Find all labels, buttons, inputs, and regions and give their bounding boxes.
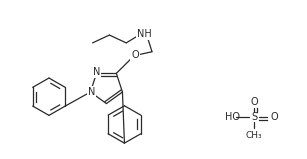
Text: O: O (131, 50, 139, 60)
Text: HO: HO (225, 112, 240, 122)
Text: N: N (88, 87, 95, 97)
Text: CH₃: CH₃ (246, 131, 262, 139)
Text: O: O (270, 112, 278, 122)
Text: O: O (250, 97, 258, 107)
Text: S: S (251, 112, 257, 122)
Text: N: N (93, 67, 100, 77)
Text: NH: NH (137, 29, 151, 39)
